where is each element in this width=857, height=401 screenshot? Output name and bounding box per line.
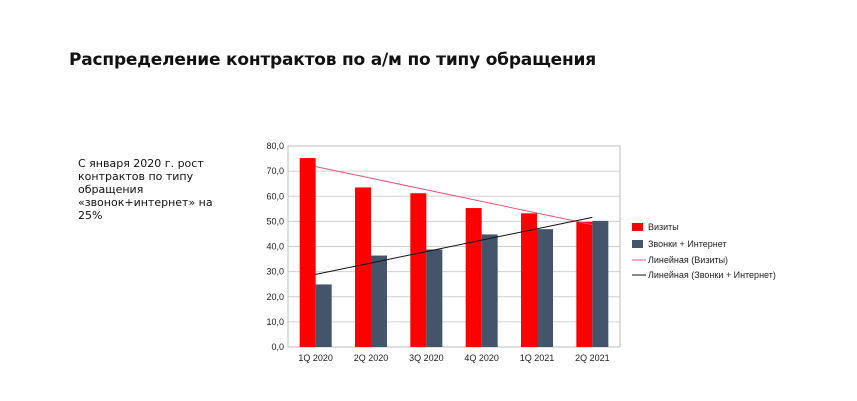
y-tick-label: 50,0 — [266, 216, 284, 226]
legend-label: Линейная (Визиты) — [648, 255, 728, 265]
trendline — [315, 166, 593, 226]
y-tick-label: 10,0 — [266, 317, 284, 327]
legend-label: Звонки + Интернет — [648, 239, 727, 249]
y-tick-label: 60,0 — [266, 191, 284, 201]
x-tick-label: 1Q 2021 — [520, 353, 555, 363]
y-tick-label: 80,0 — [266, 141, 284, 151]
bar — [576, 221, 593, 347]
y-tick-label: 20,0 — [266, 292, 284, 302]
legend-swatch — [632, 240, 643, 248]
legend-label: Визиты — [648, 222, 679, 232]
trendline — [315, 216, 593, 275]
note-line: «звонок+интернет» на — [78, 196, 213, 209]
note-line: контрактов по типу — [78, 170, 194, 183]
note-line: С января 2020 г. рост — [78, 157, 204, 170]
bar — [371, 255, 387, 347]
slide-title: Распределение контрактов по а/м по типу … — [69, 50, 596, 70]
legend-swatch — [632, 223, 643, 231]
x-tick-label: 4Q 2020 — [464, 353, 499, 363]
legend-label: Линейная (Звонки + Интернет) — [648, 270, 776, 280]
x-tick-label: 2Q 2021 — [575, 353, 610, 363]
bar — [426, 249, 443, 347]
bar — [521, 213, 537, 347]
bar — [465, 208, 482, 347]
side-note: С января 2020 г. рост контрактов по типу… — [78, 157, 228, 222]
bar — [299, 158, 316, 347]
y-tick-label: 70,0 — [266, 166, 284, 176]
bar — [355, 187, 371, 347]
y-tick-label: 40,0 — [266, 242, 284, 252]
x-tick-label: 3Q 2020 — [409, 353, 444, 363]
bar — [315, 284, 332, 347]
bar — [592, 220, 609, 347]
x-tick-label: 1Q 2020 — [298, 353, 333, 363]
y-tick-label: 30,0 — [266, 267, 284, 277]
plot-frame — [287, 145, 621, 348]
y-tick-label: 0,0 — [271, 342, 284, 352]
bar — [481, 234, 498, 347]
bar — [537, 229, 553, 347]
x-tick-label: 2Q 2020 — [354, 353, 389, 363]
bar — [410, 193, 427, 347]
note-line: обращения — [78, 183, 144, 196]
note-line: 25% — [78, 209, 103, 222]
